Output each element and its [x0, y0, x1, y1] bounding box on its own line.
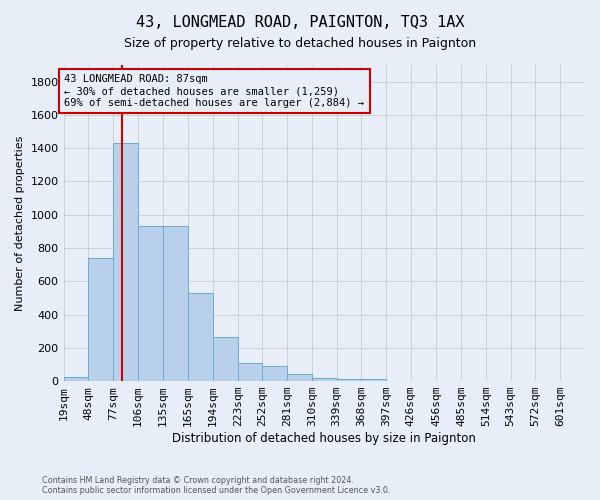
- Bar: [238, 363, 262, 381]
- Bar: [262, 366, 287, 381]
- Bar: [64, 377, 88, 381]
- Bar: [113, 143, 138, 381]
- Text: Size of property relative to detached houses in Paignton: Size of property relative to detached ho…: [124, 38, 476, 51]
- Bar: [361, 378, 386, 381]
- Bar: [163, 226, 188, 381]
- Bar: [138, 226, 163, 381]
- Bar: [287, 374, 312, 381]
- Text: 43, LONGMEAD ROAD, PAIGNTON, TQ3 1AX: 43, LONGMEAD ROAD, PAIGNTON, TQ3 1AX: [136, 15, 464, 30]
- Bar: [337, 378, 361, 381]
- Text: Contains HM Land Registry data © Crown copyright and database right 2024.
Contai: Contains HM Land Registry data © Crown c…: [42, 476, 391, 495]
- Y-axis label: Number of detached properties: Number of detached properties: [15, 136, 25, 310]
- Bar: [188, 293, 213, 381]
- Bar: [213, 337, 238, 381]
- Text: 43 LONGMEAD ROAD: 87sqm
← 30% of detached houses are smaller (1,259)
69% of semi: 43 LONGMEAD ROAD: 87sqm ← 30% of detache…: [64, 74, 364, 108]
- Bar: [88, 258, 113, 381]
- X-axis label: Distribution of detached houses by size in Paignton: Distribution of detached houses by size …: [172, 432, 476, 445]
- Bar: [312, 378, 337, 381]
